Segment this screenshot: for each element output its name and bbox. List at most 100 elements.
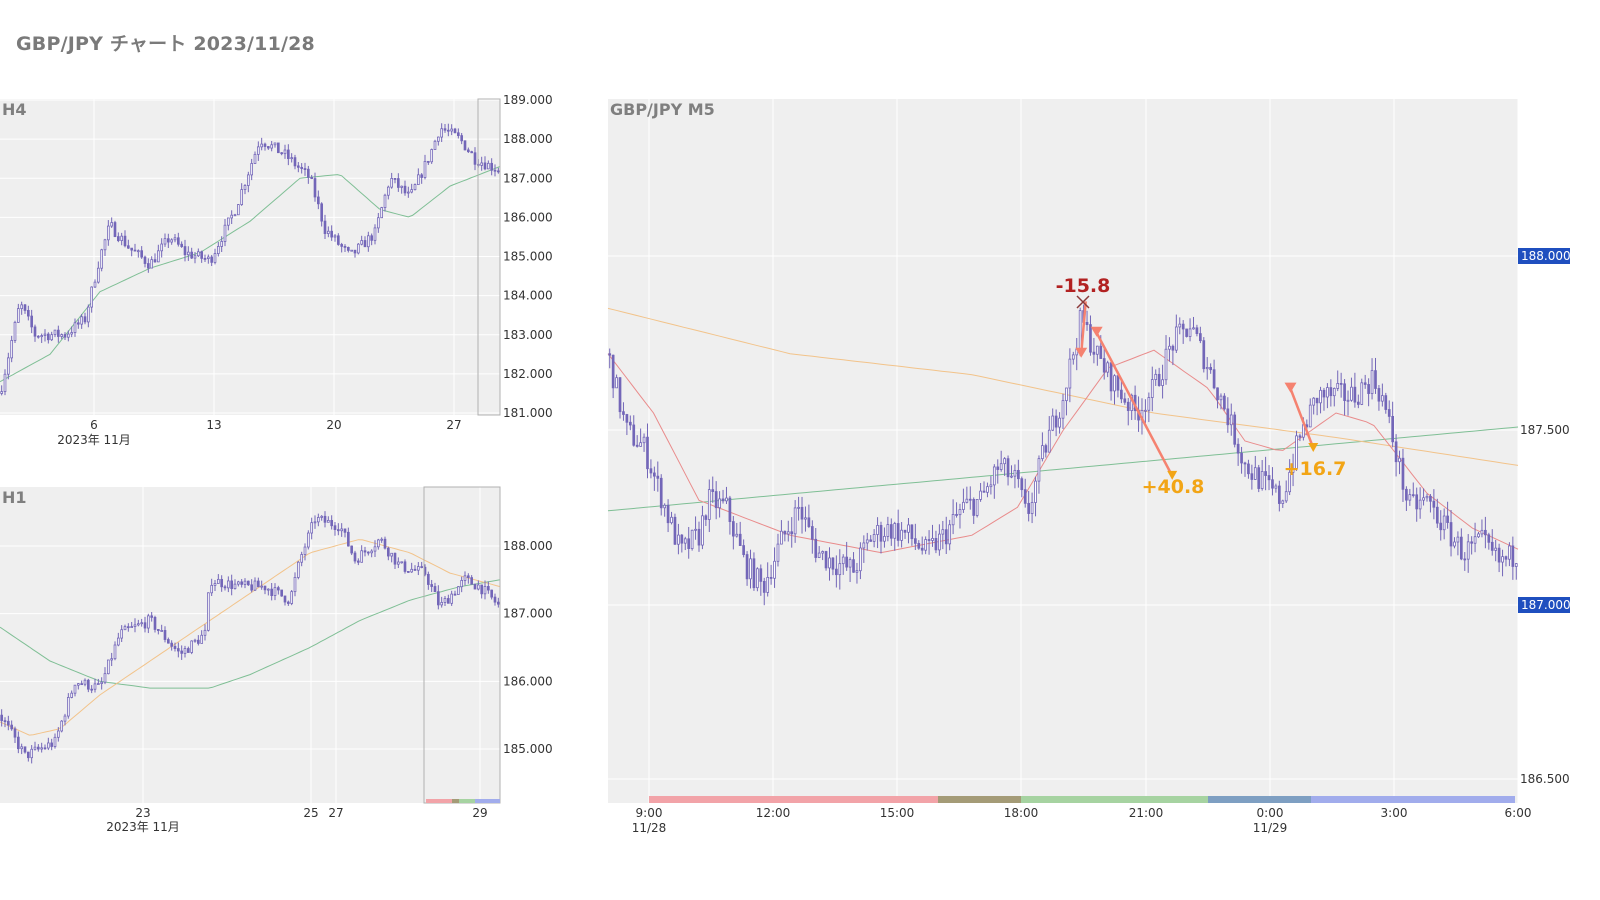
m5-candle [879,525,883,542]
h4-candle [430,149,433,163]
m5-candle [1099,345,1103,359]
m5-candle [673,516,677,545]
h4-y-tick-label: 184.000 [503,289,553,303]
h1-candle [70,692,73,698]
m5-candle [1195,327,1199,334]
h1-candle [380,538,383,541]
h4-candle [227,217,230,226]
m5-candle [1422,497,1425,501]
m5-candle [1442,515,1446,531]
h1-candle [323,515,327,523]
h4-candle [390,178,393,188]
m5-candle [1508,545,1511,560]
chart-h4[interactable]: 189.000 188.000 187.000 186.000 185.000 184.0… [0,93,553,447]
h4-candle [47,333,50,341]
m5-candle [1164,348,1168,381]
h4-candle [363,240,367,248]
m5-candle [951,514,955,526]
m5-candle [1484,529,1487,536]
m5-session-bar [649,796,938,803]
h4-candle [460,135,463,142]
m5-ma-red-line [607,349,1519,554]
m5-candle [1061,400,1065,419]
m5-candle [731,521,735,537]
m5-candle [1181,323,1185,330]
m5-candle [1425,495,1429,499]
m5-candle [920,547,924,551]
m5-candle [1281,500,1285,504]
m5-candle [1494,547,1498,551]
h1-candle [150,615,153,618]
m5-plot-area[interactable] [608,99,1518,803]
m5-candle [889,524,893,539]
m5-candle [1401,457,1405,490]
h1-candle [90,688,93,691]
h4-candle [17,308,20,323]
h4-candle [127,245,130,249]
m5-candle [707,489,711,520]
m5-candle [848,559,852,568]
m5-candle [948,524,952,545]
m5-candle [1329,387,1333,397]
m5-candle [1085,322,1089,326]
m5-candle [835,568,838,576]
m5-candle [1058,417,1061,428]
h1-candle [397,561,400,565]
h1-candle [483,586,487,595]
m5-entry-marker [1284,382,1297,393]
h1-candle [363,550,367,553]
m5-candle [1161,379,1164,386]
m5-panel-title: GBP/JPY M5 [610,100,715,119]
h1-candle [457,586,460,595]
m5-candle [1209,367,1213,371]
h4-y-tick-label: 183.000 [503,328,553,342]
m5-candle [786,531,790,535]
m5-x-tick-label: 18:00 [1004,806,1039,820]
h4-candle [27,310,30,317]
m5-candle [1071,354,1075,360]
chart-h1[interactable]: 188.000 187.000 186.000 185.000 23 25 27 29 2023… [0,486,553,834]
m5-candle [800,506,804,520]
m5-candle [1150,379,1154,398]
h4-candle [10,340,13,359]
h4-candle [163,238,167,245]
m5-candle [752,558,756,589]
h1-candle [233,583,237,589]
h4-candle [197,251,200,257]
m5-candle [701,515,704,546]
h1-candle [260,585,263,588]
m5-candle [1199,333,1202,342]
m5-y-tick-label: 187.500 [1520,423,1570,437]
h4-candle [413,184,417,191]
h1-candle [140,622,143,625]
h4-candle [343,245,347,248]
chart-m5[interactable]: 188.000 187.500 187.000 186.500 9:00 12:00 15:… [607,99,1571,835]
h4-candle [457,132,460,136]
m5-candle [762,580,766,593]
h1-candle [187,648,190,653]
m5-x-tick-label: 12:00 [756,806,791,820]
h1-session-bar [475,799,500,803]
m5-candle [735,533,739,537]
h1-candle [343,528,347,533]
m5-candle [608,353,612,356]
m5-candle [1470,541,1473,544]
m5-candle [618,377,622,413]
m5-candle [1511,545,1515,567]
h1-candle [280,589,283,597]
m5-candle [728,497,732,522]
m5-candle [1350,386,1353,401]
h4-candle [330,230,333,238]
m5-trade-label: +40.8 [1142,476,1205,498]
h4-candle [180,243,183,247]
h1-plot-area[interactable] [0,487,500,803]
m5-candle [893,523,897,539]
m5-candle [1298,435,1302,438]
h1-candle [307,532,310,548]
h1-session-bar [459,799,475,803]
m5-candle [1027,502,1031,514]
m5-candle [817,552,821,558]
m5-candle [1418,499,1422,510]
h1-x-sublabel: 2023年 11月 [106,820,180,834]
